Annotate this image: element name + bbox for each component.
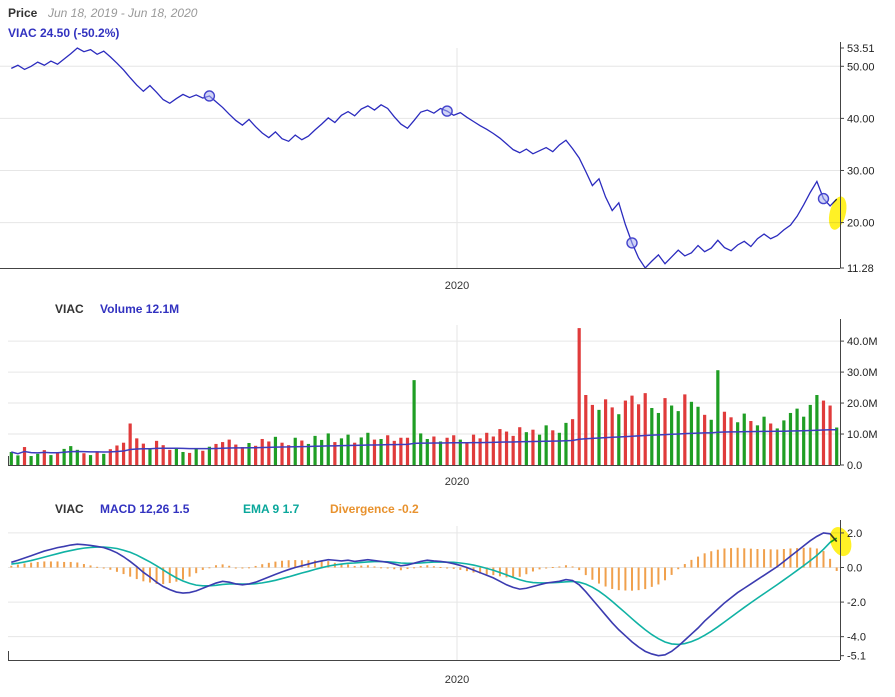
svg-text:2020: 2020 <box>445 476 469 488</box>
svg-text:20.0M: 20.0M <box>847 398 878 410</box>
divergence-legend: Divergence -0.2 <box>330 502 419 516</box>
volume-symbol: VIAC <box>55 302 84 316</box>
macd-legend: MACD 12,26 1.5 <box>100 502 190 516</box>
svg-text:10.0M: 10.0M <box>847 429 878 441</box>
svg-text:-2.0: -2.0 <box>847 597 866 609</box>
volume-legend: Volume 12.1M <box>100 302 180 316</box>
svg-text:2020: 2020 <box>445 674 469 686</box>
svg-text:50.00: 50.00 <box>847 61 875 73</box>
price-date-range: Jun 18, 2019 - Jun 18, 2020 <box>48 6 198 20</box>
svg-text:30.00: 30.00 <box>847 165 875 177</box>
svg-text:20.00: 20.00 <box>847 218 875 230</box>
svg-text:53.51: 53.51 <box>847 43 875 55</box>
ema-legend: EMA 9 1.7 <box>243 502 300 516</box>
svg-text:-5.1: -5.1 <box>847 651 866 663</box>
panel-price-title: Price <box>8 6 38 20</box>
price-panel: 2020 53.51 50.00 40.00 30.00 20.00 11.28 <box>0 42 875 292</box>
svg-text:2020: 2020 <box>445 280 469 292</box>
svg-text:-4.0: -4.0 <box>847 632 866 644</box>
svg-text:2.0: 2.0 <box>847 528 862 540</box>
svg-text:0.0: 0.0 <box>847 562 862 574</box>
svg-text:0.0: 0.0 <box>847 460 862 472</box>
svg-text:30.0M: 30.0M <box>847 367 878 379</box>
price-symbol-legend: VIAC 24.50 (-50.2%) <box>8 26 120 40</box>
macd-symbol: VIAC <box>55 502 84 516</box>
svg-text:11.28: 11.28 <box>847 263 874 275</box>
macd-panel: 2020 2.0 0.0 -2.0 -4.0 -5.1 <box>8 520 866 686</box>
svg-text:40.00: 40.00 <box>847 113 875 125</box>
svg-text:40.0M: 40.0M <box>847 336 878 348</box>
volume-panel: 2020 40.0M 30.0M 20.0M 10.0M 0.0 <box>8 319 878 488</box>
